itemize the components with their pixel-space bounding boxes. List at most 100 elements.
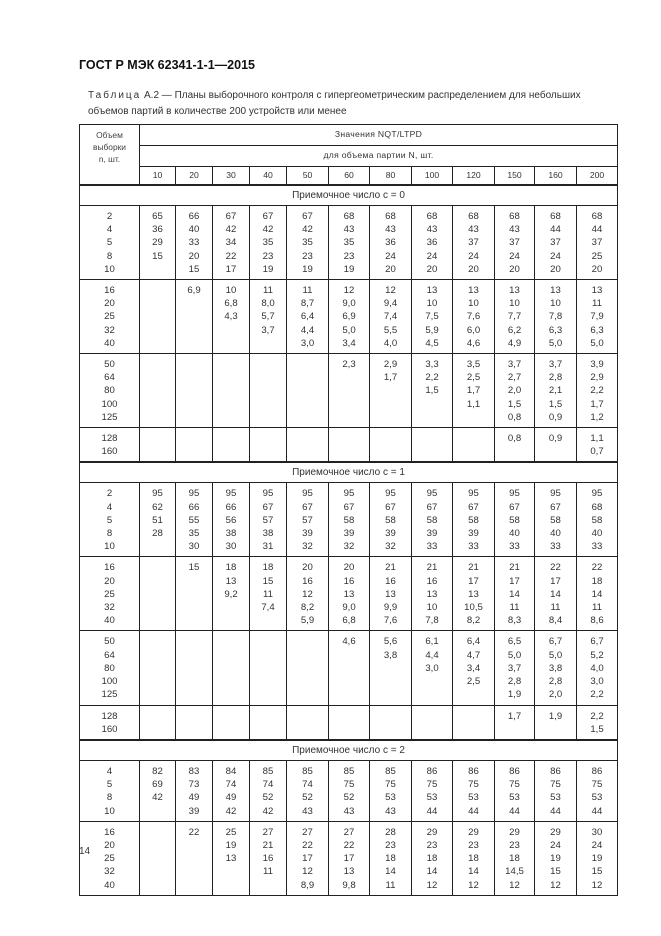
value-cell: 86 75 53 44	[575, 759, 619, 822]
value-cell	[328, 427, 370, 463]
value-cell: 85 75 52 43	[328, 759, 370, 822]
value-cell: 3,7 2,8 2,1 1,5 0,9	[534, 353, 577, 429]
value-cell: 13 10 7,7 6,2 4,9	[494, 279, 535, 355]
value-cell: 95 67 58 39 32	[369, 482, 412, 558]
value-cell	[139, 353, 176, 429]
table-row: 16 20 25 32 40 6,9 10 6,8 4,3 11 8,0 5,7 3,…	[79, 279, 619, 355]
value-cell: 29 23 18 14,5 12	[494, 820, 535, 896]
value-cell	[286, 353, 329, 429]
value-cell: 29 24 19 15 12	[534, 820, 577, 896]
table-row: 16 20 25 32 40 22 25 19 13 27 21 16 11 27 22…	[79, 820, 619, 896]
value-cell: 3,3 2,2 1,5	[411, 353, 453, 429]
value-cell	[369, 427, 412, 463]
value-cell: 3,5 2,5 1,7 1,1	[452, 353, 495, 429]
value-cell: 68 43 37 24 20	[452, 204, 495, 281]
sample-size-cell: 16 20 25 32 40	[79, 820, 140, 896]
value-cell	[212, 704, 250, 741]
value-cell: 18 15 11 7,4	[249, 556, 287, 632]
value-cell: 2,9 1,7	[369, 353, 412, 429]
value-cell: 68 43 36 24 20	[411, 204, 453, 281]
value-cell: 6,9	[175, 279, 213, 355]
value-cell: 25 19 13	[212, 820, 250, 896]
value-cell: 0,8	[494, 427, 535, 463]
value-cell: 66 40 33 20 15	[175, 204, 213, 281]
value-cell: 22 18 14 11 8,6	[575, 556, 619, 632]
value-cell: 68 43 36 24 20	[369, 204, 412, 281]
value-cell	[411, 704, 453, 741]
lot-size-cell: 150	[494, 166, 535, 186]
value-cell: 95 66 55 35 30	[175, 482, 213, 558]
lot-size-header: для объема партии N, шт.	[138, 145, 619, 167]
value-cell	[249, 427, 287, 463]
value-cell: 68 43 35 23 19	[328, 204, 370, 281]
value-cell: 18 13 9,2	[212, 556, 250, 632]
header-row-top: Объем выборки n, шт. Значения NQT/LTPD	[79, 124, 619, 186]
acceptance-number-label: Приемочное число c = 1	[78, 461, 619, 484]
value-cell: 95 67 58 39 33	[452, 482, 495, 558]
value-cell	[369, 704, 412, 741]
value-cell	[286, 630, 329, 706]
table-row: 128 160 0,8 0,9 1,1 0,7	[79, 427, 619, 463]
value-cell: 95 66 56 38 30	[212, 482, 250, 558]
header-row-sub: для объема партии N, шт.	[80, 145, 619, 167]
value-cell: 67 42 34 22 17	[212, 204, 250, 281]
lot-size-cell: 30	[212, 166, 250, 186]
caption-prefix: Таблица	[88, 90, 142, 101]
lot-size-row: 10 20 30 40 50 60 80 100 120 150 160 200	[80, 166, 619, 186]
section-row: Приемочное число c = 1	[78, 461, 619, 484]
value-cell	[139, 704, 176, 741]
lot-size-cell: 10	[139, 166, 176, 186]
value-cell	[175, 353, 213, 429]
lot-size-cell: 100	[411, 166, 453, 186]
value-cell: 21 17 14 11 8,3	[494, 556, 535, 632]
value-cell: 13 10 7,5 5,9 4,5	[411, 279, 453, 355]
acceptance-number-label: Приемочное число c = 2	[78, 738, 619, 761]
value-cell: 1,1 0,7	[575, 427, 619, 463]
value-cell: 68 43 37 24 20	[494, 204, 535, 281]
value-cell: 6,4 4,7 3,4 2,5	[452, 630, 495, 706]
value-cell	[139, 820, 176, 896]
value-cell: 86 75 53 44	[534, 759, 577, 822]
lot-size-cell: 50	[286, 166, 329, 186]
value-cell: 3,7 2,7 2,0 1,5 0,8	[494, 353, 535, 429]
value-cell: 1,7	[494, 704, 535, 741]
value-cell	[452, 427, 495, 463]
value-cell: 2,2 1,5	[575, 704, 619, 741]
value-cell: 95 68 58 40 33	[575, 482, 619, 558]
lot-size-cell: 60	[328, 166, 370, 186]
value-cell: 22	[175, 820, 213, 896]
value-cell: 67 42 35 23 19	[249, 204, 287, 281]
value-cell: 86 75 53 44	[452, 759, 495, 822]
table-row: 50 64 80 100 125 4,6 5,6 3,8 6,1 4,4 3,0 6,4…	[79, 630, 619, 706]
lot-size-cell: 200	[575, 166, 619, 186]
value-cell	[175, 704, 213, 741]
table-row: 128 160 1,7 1,9 2,2 1,5	[79, 704, 619, 741]
value-cell: 6,5 5,0 3,7 2,8 1,9	[494, 630, 535, 706]
value-cell: 85 74 52 43	[286, 759, 329, 822]
value-cell: 84 74 49 42	[212, 759, 250, 822]
sample-size-cell: 50 64 80 100 125	[79, 353, 140, 429]
value-cell: 68 44 37 25 20	[575, 204, 619, 281]
table-row: 50 64 80 100 125 2,3 2,9 1,7 3,3 2,2 1,5 3,5…	[79, 353, 619, 429]
value-cell: 27 21 16 11	[249, 820, 287, 896]
sample-size-cell: 4 5 8 10	[79, 759, 140, 822]
sample-size-cell: 128 160	[79, 704, 140, 741]
value-cell	[286, 704, 329, 741]
value-cell: 1,9	[534, 704, 577, 741]
value-cell	[175, 427, 213, 463]
value-cell	[212, 427, 250, 463]
value-cell	[139, 630, 176, 706]
value-cell: 95 67 58 39 32	[328, 482, 370, 558]
value-cell: 95 62 51 28	[139, 482, 176, 558]
value-cell	[328, 704, 370, 741]
sample-size-cell: 128 160	[79, 427, 140, 463]
value-cell	[411, 427, 453, 463]
value-cell: 5,6 3,8	[369, 630, 412, 706]
value-cell: 29 23 18 14 12	[452, 820, 495, 896]
value-cell: 11 8,7 6,4 4,4 3,0	[286, 279, 329, 355]
value-cell	[249, 630, 287, 706]
value-cell: 95 67 58 39 33	[411, 482, 453, 558]
value-cell: 86 75 53 44	[494, 759, 535, 822]
value-cell: 4,6	[328, 630, 370, 706]
value-cell: 95 67 57 38 31	[249, 482, 287, 558]
